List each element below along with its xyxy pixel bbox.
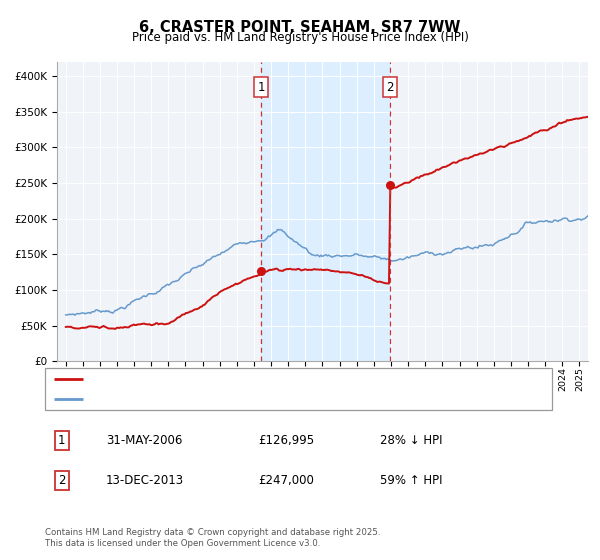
Text: Contains HM Land Registry data © Crown copyright and database right 2025.: Contains HM Land Registry data © Crown c… <box>45 528 380 536</box>
Text: This data is licensed under the Open Government Licence v3.0.: This data is licensed under the Open Gov… <box>45 539 320 548</box>
Text: 6, CRASTER POINT, SEAHAM, SR7 7WW: 6, CRASTER POINT, SEAHAM, SR7 7WW <box>139 20 461 35</box>
Bar <box>261 62 390 361</box>
Text: 1: 1 <box>257 81 265 94</box>
Text: 2: 2 <box>386 81 394 94</box>
Text: 2: 2 <box>58 474 65 487</box>
Text: 31-MAY-2006: 31-MAY-2006 <box>106 434 182 447</box>
FancyBboxPatch shape <box>45 368 552 410</box>
Text: £247,000: £247,000 <box>258 474 314 487</box>
Text: 1: 1 <box>58 434 65 447</box>
Text: 6, CRASTER POINT, SEAHAM, SR7 7WW (detached house): 6, CRASTER POINT, SEAHAM, SR7 7WW (detac… <box>89 374 404 384</box>
Text: Price paid vs. HM Land Registry's House Price Index (HPI): Price paid vs. HM Land Registry's House … <box>131 31 469 44</box>
Text: 28% ↓ HPI: 28% ↓ HPI <box>380 434 442 447</box>
Text: £126,995: £126,995 <box>258 434 314 447</box>
Text: 13-DEC-2013: 13-DEC-2013 <box>106 474 184 487</box>
Text: HPI: Average price, detached house, County Durham: HPI: Average price, detached house, Coun… <box>89 394 378 404</box>
Text: 59% ↑ HPI: 59% ↑ HPI <box>380 474 442 487</box>
